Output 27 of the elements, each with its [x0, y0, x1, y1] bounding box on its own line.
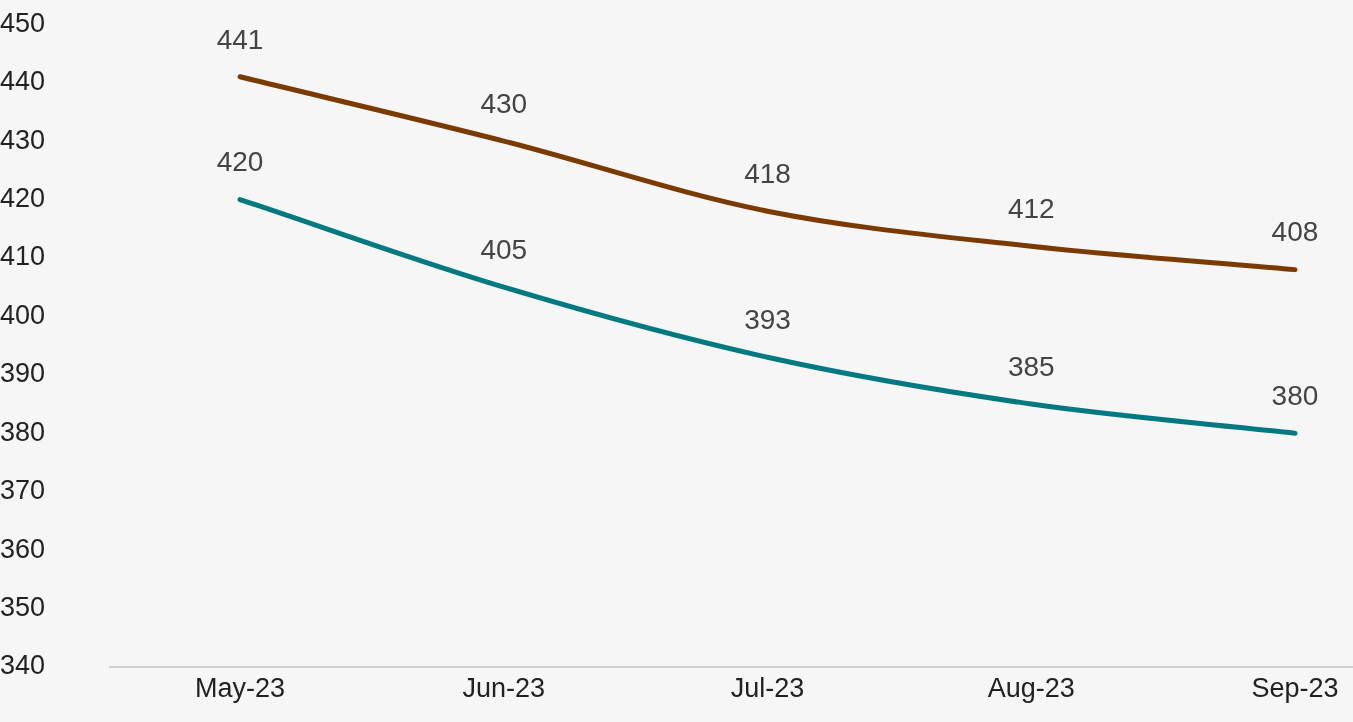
data-label: 418 — [744, 157, 791, 189]
y-tick-label: 410 — [0, 241, 46, 272]
y-tick-label: 390 — [0, 358, 46, 389]
y-tick-label: 340 — [0, 650, 46, 681]
y-tick-label: 430 — [0, 124, 46, 155]
y-tick-label: 440 — [0, 66, 46, 97]
data-label: 420 — [216, 146, 264, 178]
x-tick-label: May-23 — [195, 672, 286, 703]
data-label: 408 — [1271, 216, 1319, 248]
y-tick-label: 380 — [0, 416, 46, 447]
y-tick-label: 400 — [0, 299, 46, 330]
data-label: 393 — [744, 304, 791, 336]
x-tick-label: Jul-23 — [730, 672, 805, 703]
y-tick-label: 350 — [0, 592, 46, 623]
y-tick-label: 450 — [0, 7, 46, 38]
y-tick-label: 360 — [0, 533, 46, 564]
data-label: 430 — [480, 87, 528, 119]
data-label: 380 — [1271, 379, 1319, 411]
data-label: 405 — [480, 233, 528, 265]
y-tick-label: 420 — [0, 182, 46, 213]
data-label: 385 — [1007, 350, 1055, 382]
x-tick-label: Sep-23 — [1251, 672, 1339, 703]
x-tick-label: Jun-23 — [462, 672, 546, 703]
x-tick-label: Aug-23 — [987, 672, 1075, 703]
data-label: 412 — [1007, 192, 1055, 224]
data-label: 441 — [216, 23, 264, 55]
y-tick-label: 370 — [0, 475, 46, 506]
